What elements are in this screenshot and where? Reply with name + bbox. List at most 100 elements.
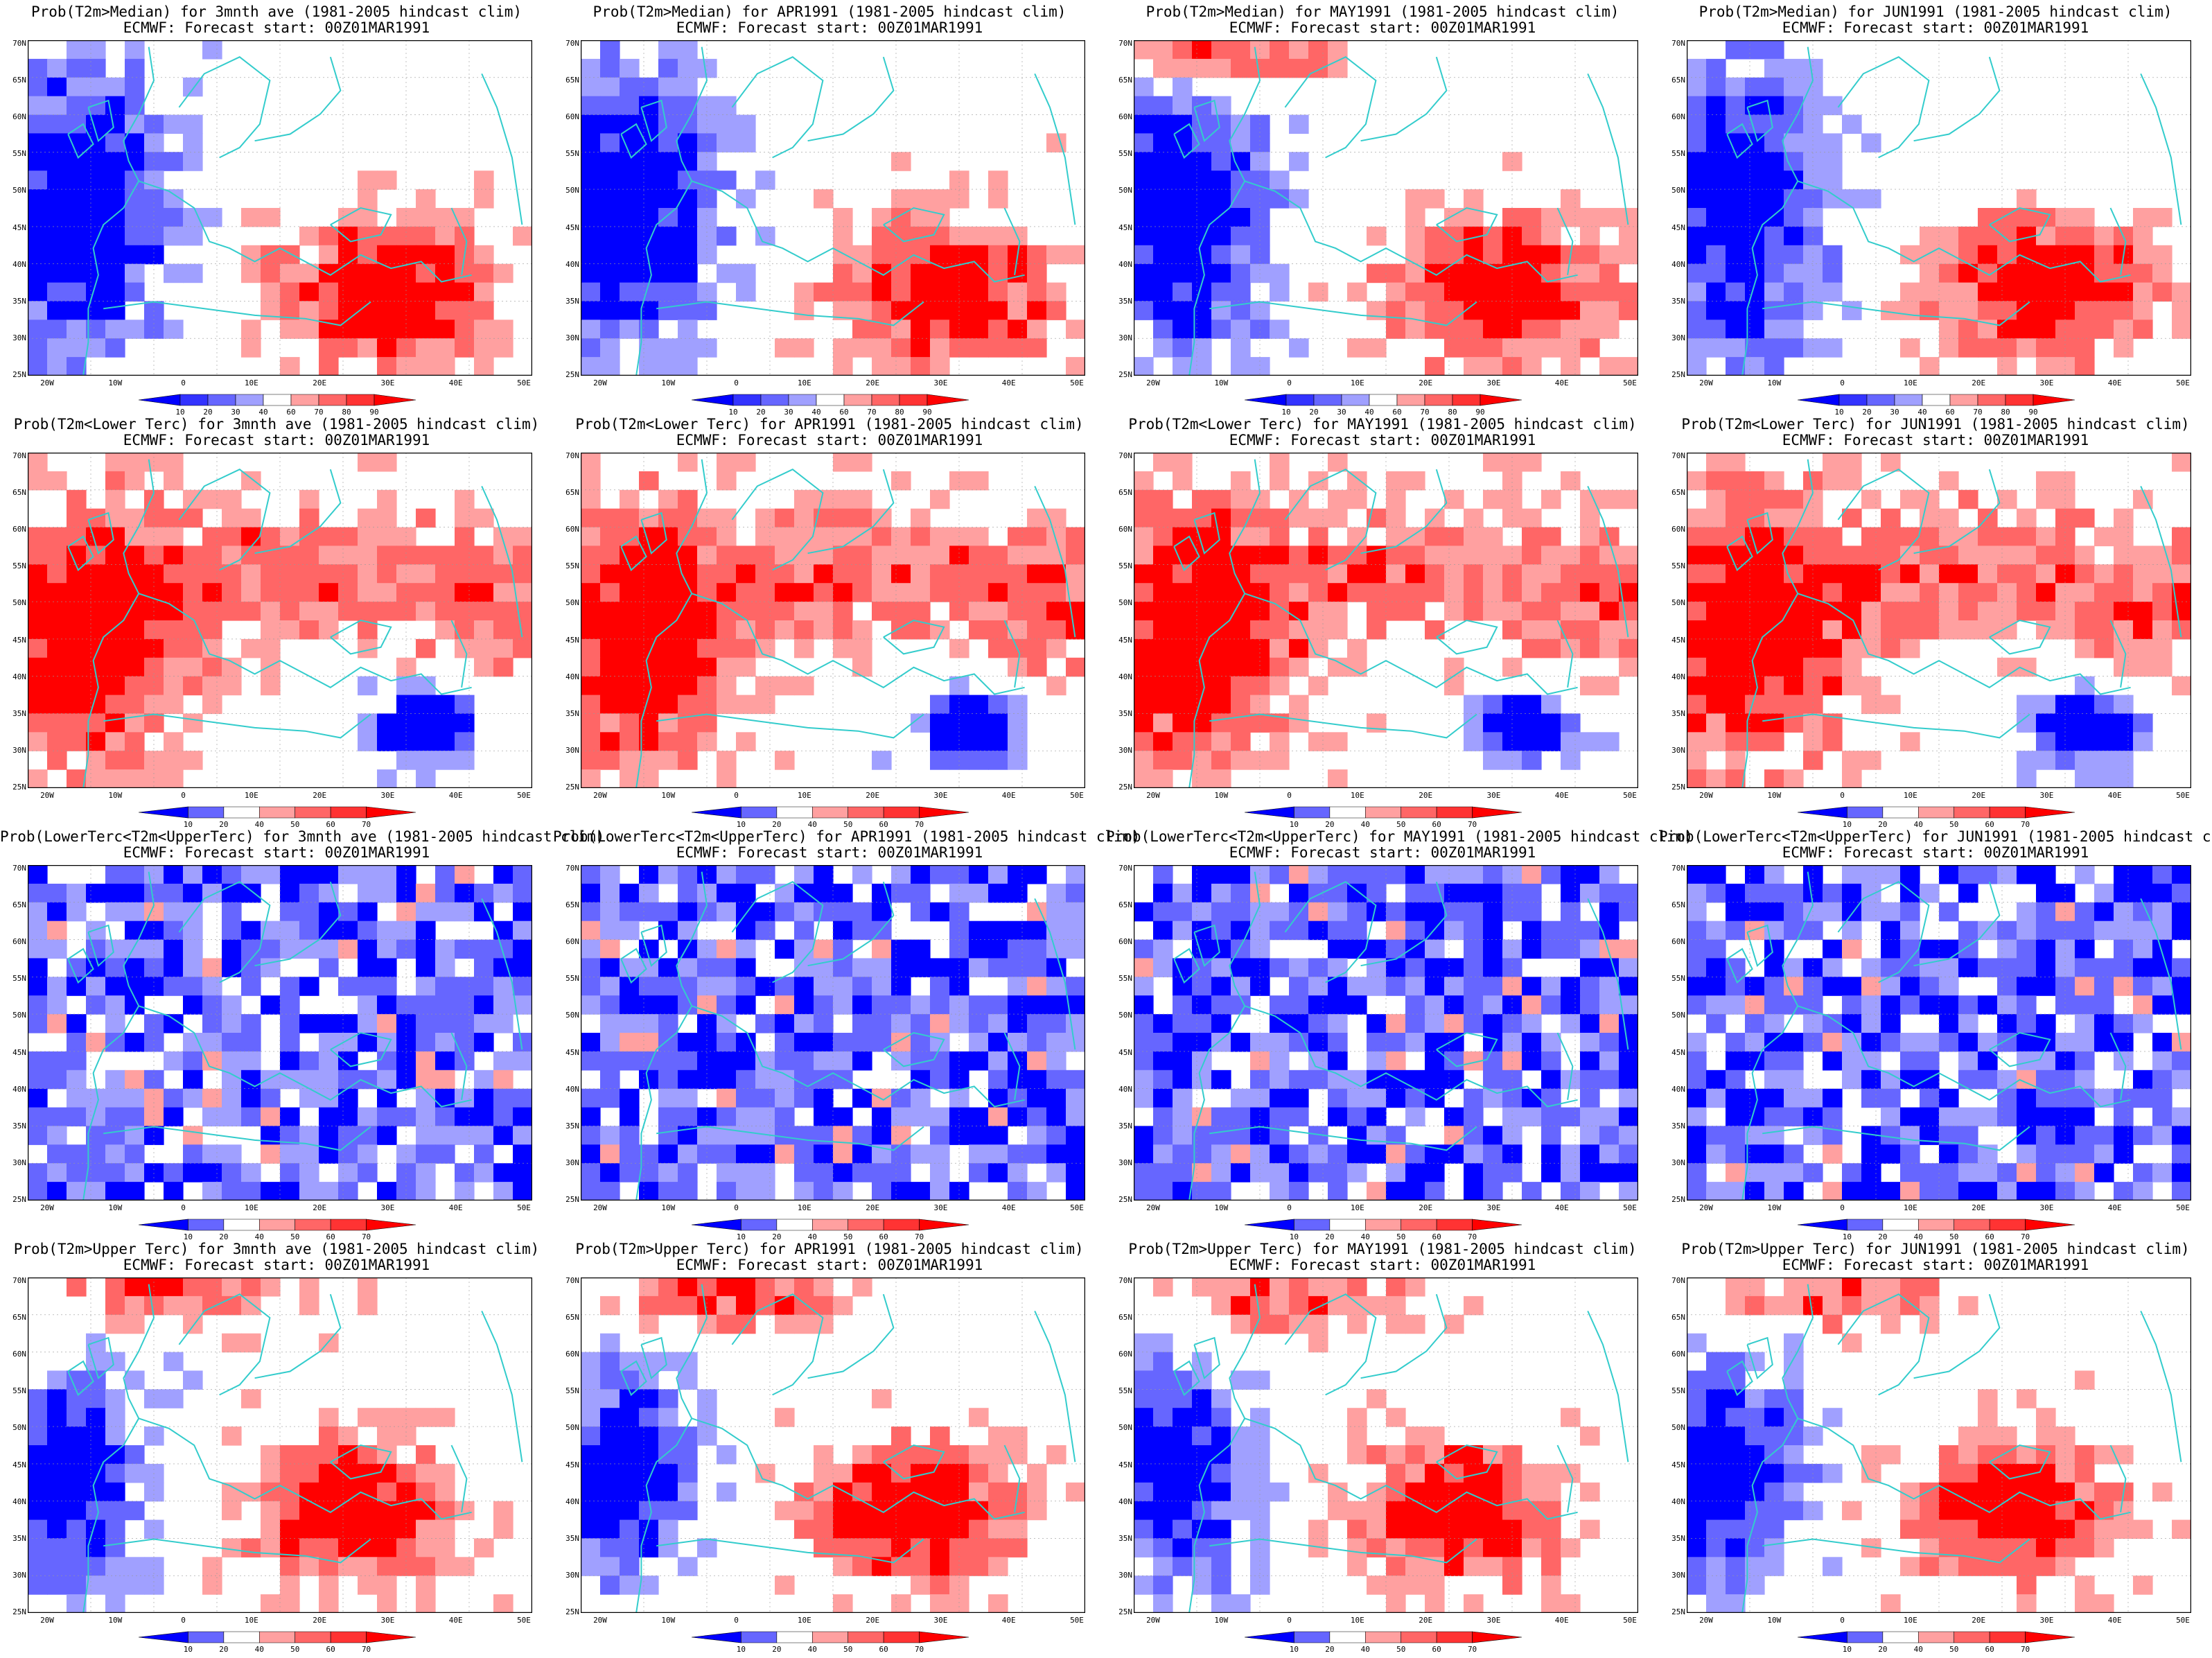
field-cell — [1027, 263, 1047, 283]
field-cell — [416, 245, 436, 265]
field-cell — [1386, 489, 1406, 509]
field-cell — [1997, 1182, 2017, 1201]
field-cell — [1541, 995, 1561, 1015]
field-cell — [299, 1538, 319, 1557]
field-cell — [1483, 995, 1503, 1015]
field-cell — [222, 1501, 242, 1521]
field-cell — [1027, 920, 1047, 941]
lon-tick-label: 10W — [108, 791, 123, 800]
map-panel: Prob(T2m<Lower Terc) for MAY1991 (1981-2… — [1106, 412, 1659, 829]
field-cell — [1231, 1144, 1251, 1164]
field-cell — [1027, 1070, 1047, 1090]
field-cell — [775, 1014, 795, 1033]
field-cell — [620, 1576, 640, 1595]
field-cell — [2036, 920, 2056, 941]
field-cell — [1599, 732, 1620, 751]
field-cell — [814, 583, 834, 602]
field-cell — [1066, 902, 1085, 922]
field-cell — [891, 1463, 911, 1483]
coastline — [82, 1284, 155, 1613]
field-cell — [435, 865, 455, 884]
field-cell — [1405, 939, 1425, 959]
field-cell — [1978, 958, 1998, 977]
colorbar-segment — [741, 1219, 778, 1231]
lat-tick-label: 70N — [1671, 864, 1685, 873]
field-cell — [1920, 527, 1940, 547]
lat-tick-label: 60N — [12, 525, 26, 534]
field-cell — [1599, 263, 1620, 283]
field-cell — [600, 751, 620, 770]
field-cell — [358, 1295, 378, 1316]
field-cell — [183, 939, 203, 959]
field-cell — [581, 1088, 601, 1108]
field-cell — [1580, 958, 1600, 977]
field-cell — [658, 695, 678, 715]
field-cell — [1231, 1088, 1251, 1108]
field-cell — [1347, 920, 1367, 941]
field-cell — [105, 320, 125, 339]
field-cell — [658, 301, 678, 320]
field-cell — [930, 1463, 950, 1483]
lat-tick-label: 50N — [565, 598, 579, 608]
field-cell — [658, 920, 678, 941]
field-cell — [1958, 564, 1978, 584]
field-cell — [435, 245, 455, 265]
field-cell — [1231, 1314, 1251, 1334]
field-cell — [1842, 471, 1862, 491]
field-cell — [2055, 958, 2075, 977]
field-cell — [1405, 1070, 1425, 1090]
field-cell — [280, 357, 300, 376]
field-cell — [678, 58, 698, 78]
field-cell — [1561, 357, 1581, 376]
field-cell — [455, 564, 475, 584]
field-cell — [1231, 977, 1251, 996]
field-cell — [600, 226, 620, 246]
field-cell — [814, 1463, 834, 1483]
field-cell — [47, 620, 67, 640]
field-cell — [1046, 977, 1066, 996]
field-cell — [988, 1519, 1008, 1539]
colorbar-label: 60 — [1985, 820, 1994, 829]
field-cell — [435, 1463, 455, 1483]
field-cell — [2094, 320, 2114, 339]
field-cell — [852, 920, 872, 941]
field-cell — [1153, 546, 1173, 565]
field-cell — [125, 977, 145, 996]
field-cell — [658, 96, 678, 116]
field-cell — [658, 1051, 678, 1071]
coastline — [1741, 459, 1814, 788]
field-cell — [1444, 602, 1464, 621]
field-cell — [474, 263, 494, 283]
field-cell — [241, 1277, 261, 1297]
field-cell — [358, 1576, 378, 1595]
field-cell — [872, 751, 892, 770]
field-cell — [794, 1126, 814, 1145]
field-cell — [1745, 489, 1765, 509]
field-cell — [455, 527, 475, 547]
field-cell — [930, 1144, 950, 1164]
field-cell — [1367, 883, 1387, 903]
field-cell — [377, 602, 397, 621]
lat-tick-label: 65N — [12, 76, 26, 85]
field-cell — [2114, 1144, 2134, 1164]
field-cell — [1978, 527, 1998, 547]
field-cell — [717, 1295, 737, 1316]
coastline — [178, 881, 271, 984]
coastline — [481, 1310, 523, 1463]
lon-tick-label: 20E — [866, 791, 880, 800]
field-cell — [416, 995, 436, 1015]
field-cell — [67, 620, 87, 640]
field-cell — [67, 657, 87, 677]
field-cell — [164, 263, 184, 283]
field-cell — [86, 1501, 106, 1521]
field-cell — [736, 453, 756, 472]
field-cell — [1823, 1182, 1843, 1201]
field-cell — [2114, 583, 2134, 602]
field-cell — [416, 958, 436, 977]
field-cell — [28, 453, 48, 472]
colorbar-label: 20 — [1309, 408, 1319, 417]
field-cell — [2114, 865, 2134, 884]
field-cell — [1211, 189, 1231, 209]
field-cell — [1211, 958, 1231, 977]
field-cell — [600, 1051, 620, 1071]
